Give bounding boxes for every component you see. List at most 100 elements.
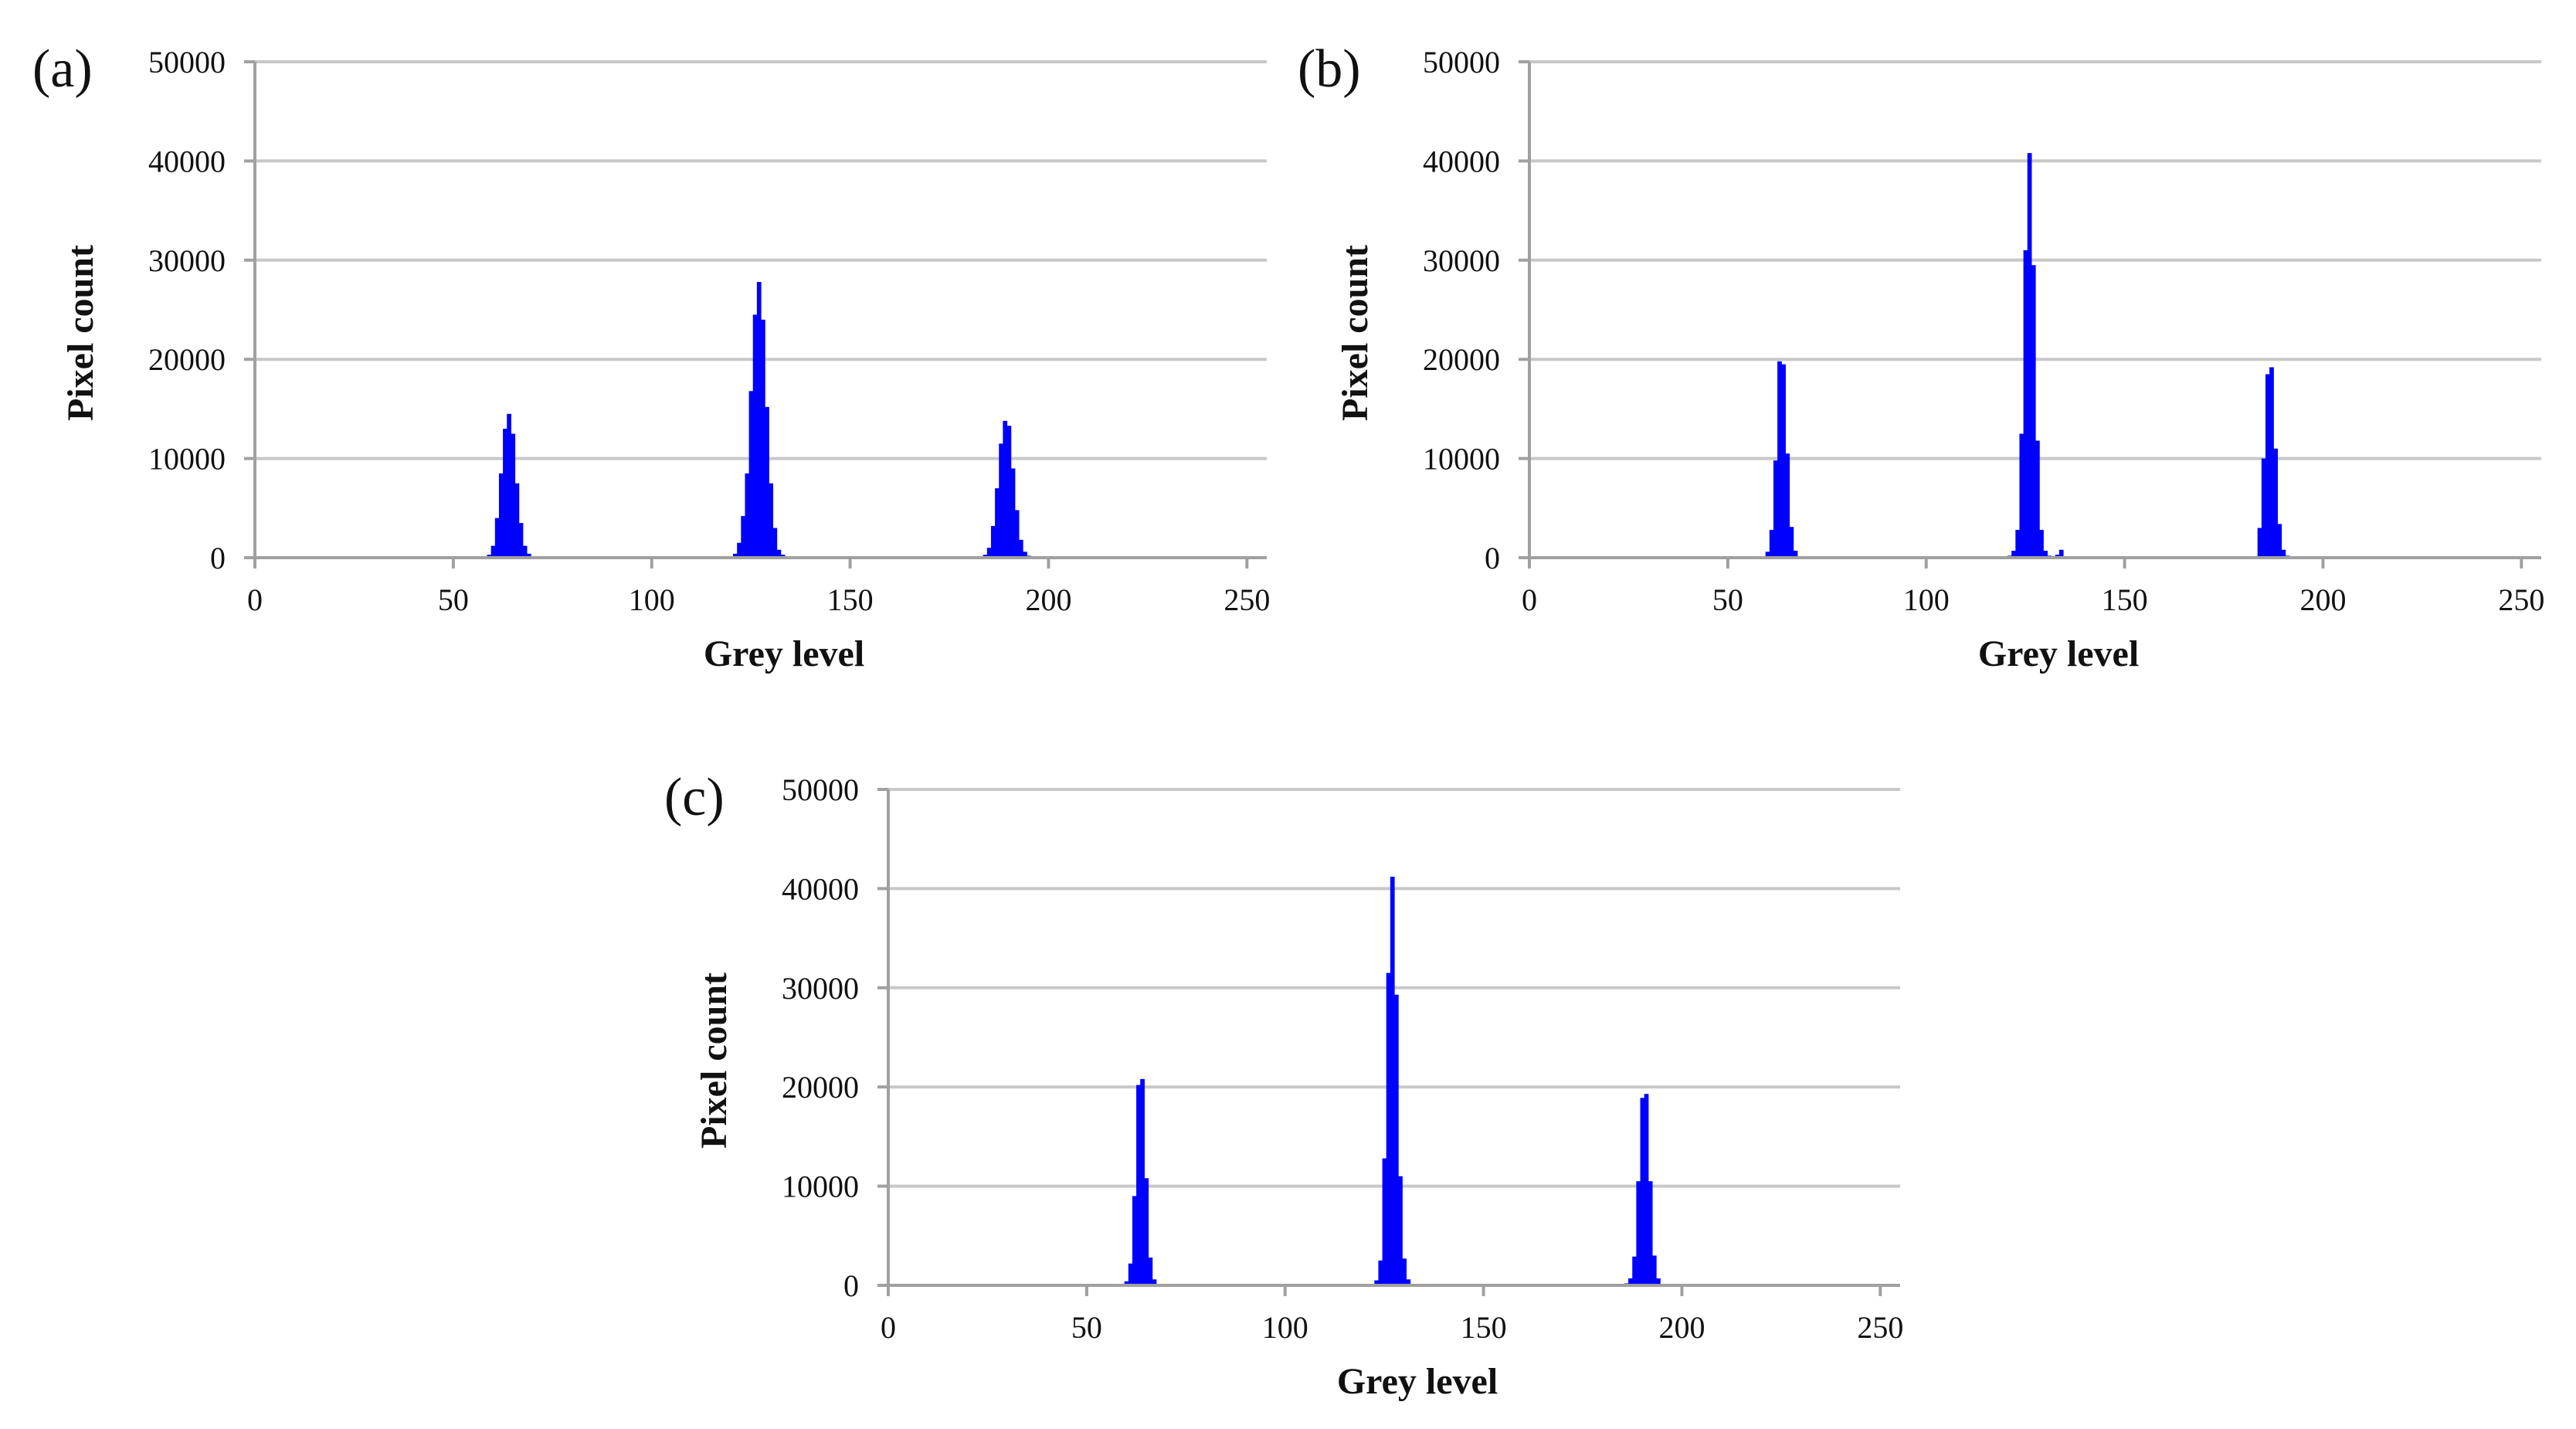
- x-tick-label: 200: [1658, 1310, 1705, 1345]
- y-tick-label: 40000: [1423, 144, 1500, 178]
- histogram-bar: [1018, 539, 1023, 558]
- histogram-bar: [1398, 1176, 1403, 1285]
- y-tick-label: 10000: [782, 1169, 859, 1204]
- histogram-bar: [733, 553, 738, 558]
- histogram-bar: [2043, 551, 2048, 558]
- y-tick-label: 40000: [782, 871, 859, 906]
- histogram-bar: [1793, 551, 1798, 558]
- chart-panel-c: (c) 0 10000 20000 30000 40000 50000 0 50 100 150…: [664, 768, 1903, 1402]
- y-axis-title-b: Pixel count: [1335, 245, 1376, 421]
- histogram-bar: [498, 473, 504, 558]
- histogram-bar: [518, 523, 524, 558]
- y-tick-label: 0: [1485, 541, 1500, 575]
- histogram-bar: [1148, 1258, 1153, 1285]
- x-axis-title-b: Grey level: [1978, 633, 2139, 674]
- histogram-bar: [2281, 549, 2286, 558]
- histogram-bar: [526, 553, 531, 558]
- histogram-bar: [1128, 1263, 1133, 1285]
- histogram-bar: [1124, 1281, 1129, 1285]
- panel-label-a: (a): [32, 39, 93, 99]
- histogram-bars-b: [1761, 153, 2310, 558]
- histogram-bar: [1144, 1178, 1149, 1285]
- histogram-bar: [986, 548, 992, 558]
- histogram-bar: [737, 542, 742, 558]
- x-tick-labels-b: 0 50 100 150 200 250: [1522, 582, 2544, 617]
- x-tick-label: 50: [1712, 582, 1743, 617]
- y-tick-label: 50000: [782, 772, 859, 807]
- histogram-bar: [522, 545, 528, 558]
- x-tick-label: 50: [438, 582, 469, 617]
- histogram-bar: [1010, 468, 1016, 558]
- histogram-bar: [2027, 153, 2032, 558]
- histogram-bar: [1136, 1084, 1141, 1285]
- x-tick-label: 200: [1025, 582, 1071, 617]
- histogram-bar: [1789, 527, 1794, 558]
- histogram-bar: [2265, 374, 2270, 558]
- histogram-bar: [776, 549, 782, 558]
- histogram-bar: [2273, 448, 2278, 558]
- x-tick-labels-a: 0 50 100 150 200 250: [247, 582, 1270, 617]
- histogram-bar: [507, 413, 511, 558]
- y-tick-labels-a: 0 10000 20000 30000 40000 50000: [148, 45, 226, 575]
- x-tick-label: 0: [1522, 582, 1537, 617]
- x-tick-labels-c: 0 50 100 150 200 250: [881, 1310, 1903, 1345]
- histogram-bar: [1628, 1278, 1633, 1285]
- panel-label-c: (c): [664, 768, 725, 827]
- x-tick-label: 100: [629, 582, 675, 617]
- histogram-bar: [999, 443, 1003, 558]
- histogram-bar: [1765, 552, 1770, 558]
- histogram-bar: [1651, 1255, 1657, 1285]
- y-tick-label: 30000: [1423, 243, 1500, 278]
- x-axis-title-a: Grey level: [704, 633, 864, 674]
- histogram-bar: [1378, 1260, 1383, 1285]
- x-tick-label: 250: [1857, 1310, 1903, 1345]
- y-tick-labels-c: 0 10000 20000 30000 40000 50000: [782, 772, 859, 1303]
- histogram-bar: [1152, 1279, 1157, 1285]
- histogram-bar: [761, 319, 765, 558]
- histogram-bar: [1632, 1256, 1637, 1285]
- y-tick-label: 10000: [148, 442, 226, 477]
- y-tick-label: 20000: [1423, 342, 1500, 377]
- histogram-bar: [2261, 458, 2266, 558]
- histogram-bar: [1386, 972, 1391, 1285]
- x-tick-label: 150: [827, 582, 874, 617]
- y-axis-title-a: Pixel count: [60, 245, 101, 421]
- histogram-bar: [490, 545, 496, 558]
- histogram-bar: [756, 282, 762, 558]
- y-axis-title-c: Pixel count: [694, 972, 735, 1149]
- histogram-bars-c: [1120, 876, 1673, 1285]
- y-tick-label: 30000: [148, 243, 226, 278]
- histogram-bar: [1003, 420, 1008, 558]
- y-tick-label: 20000: [782, 1070, 859, 1105]
- x-tick-label: 0: [247, 582, 263, 617]
- x-tick-label: 200: [2299, 582, 2346, 617]
- y-tick-label: 50000: [148, 45, 226, 80]
- histogram-bar: [1636, 1181, 1641, 1285]
- histogram-bar: [2019, 433, 2024, 558]
- histogram-bar: [2257, 528, 2262, 558]
- histogram-bar: [503, 429, 507, 558]
- histogram-bar: [1769, 530, 1774, 558]
- histogram-bar: [1014, 510, 1020, 558]
- chart-panel-a: (a) 0 10000 20000 30000 40000 50000 0 50 100 150…: [32, 39, 1270, 674]
- x-tick-label: 100: [1903, 582, 1950, 617]
- histogram-bar: [1402, 1258, 1407, 1285]
- chart-panel-b: (b) 0 10000 20000 30000 40000 50000 0 50 100 150…: [1298, 39, 2544, 674]
- histogram-bar: [741, 516, 746, 558]
- histogram-bar: [511, 433, 516, 558]
- axes-c: [877, 788, 1900, 1296]
- x-tick-label: 100: [1262, 1310, 1308, 1345]
- histogram-bar: [765, 406, 769, 558]
- x-tick-label: 150: [1461, 1310, 1507, 1345]
- histogram-bar: [2035, 440, 2040, 558]
- histogram-bar: [1644, 1094, 1649, 1285]
- histogram-bar: [1773, 460, 1778, 558]
- histogram-bar: [494, 518, 500, 558]
- histogram-bar: [1785, 453, 1790, 558]
- x-axis-title-c: Grey level: [1337, 1361, 1498, 1402]
- histogram-bar: [1140, 1078, 1145, 1285]
- histogram-bar: [1390, 876, 1395, 1285]
- x-tick-label: 250: [2498, 582, 2544, 617]
